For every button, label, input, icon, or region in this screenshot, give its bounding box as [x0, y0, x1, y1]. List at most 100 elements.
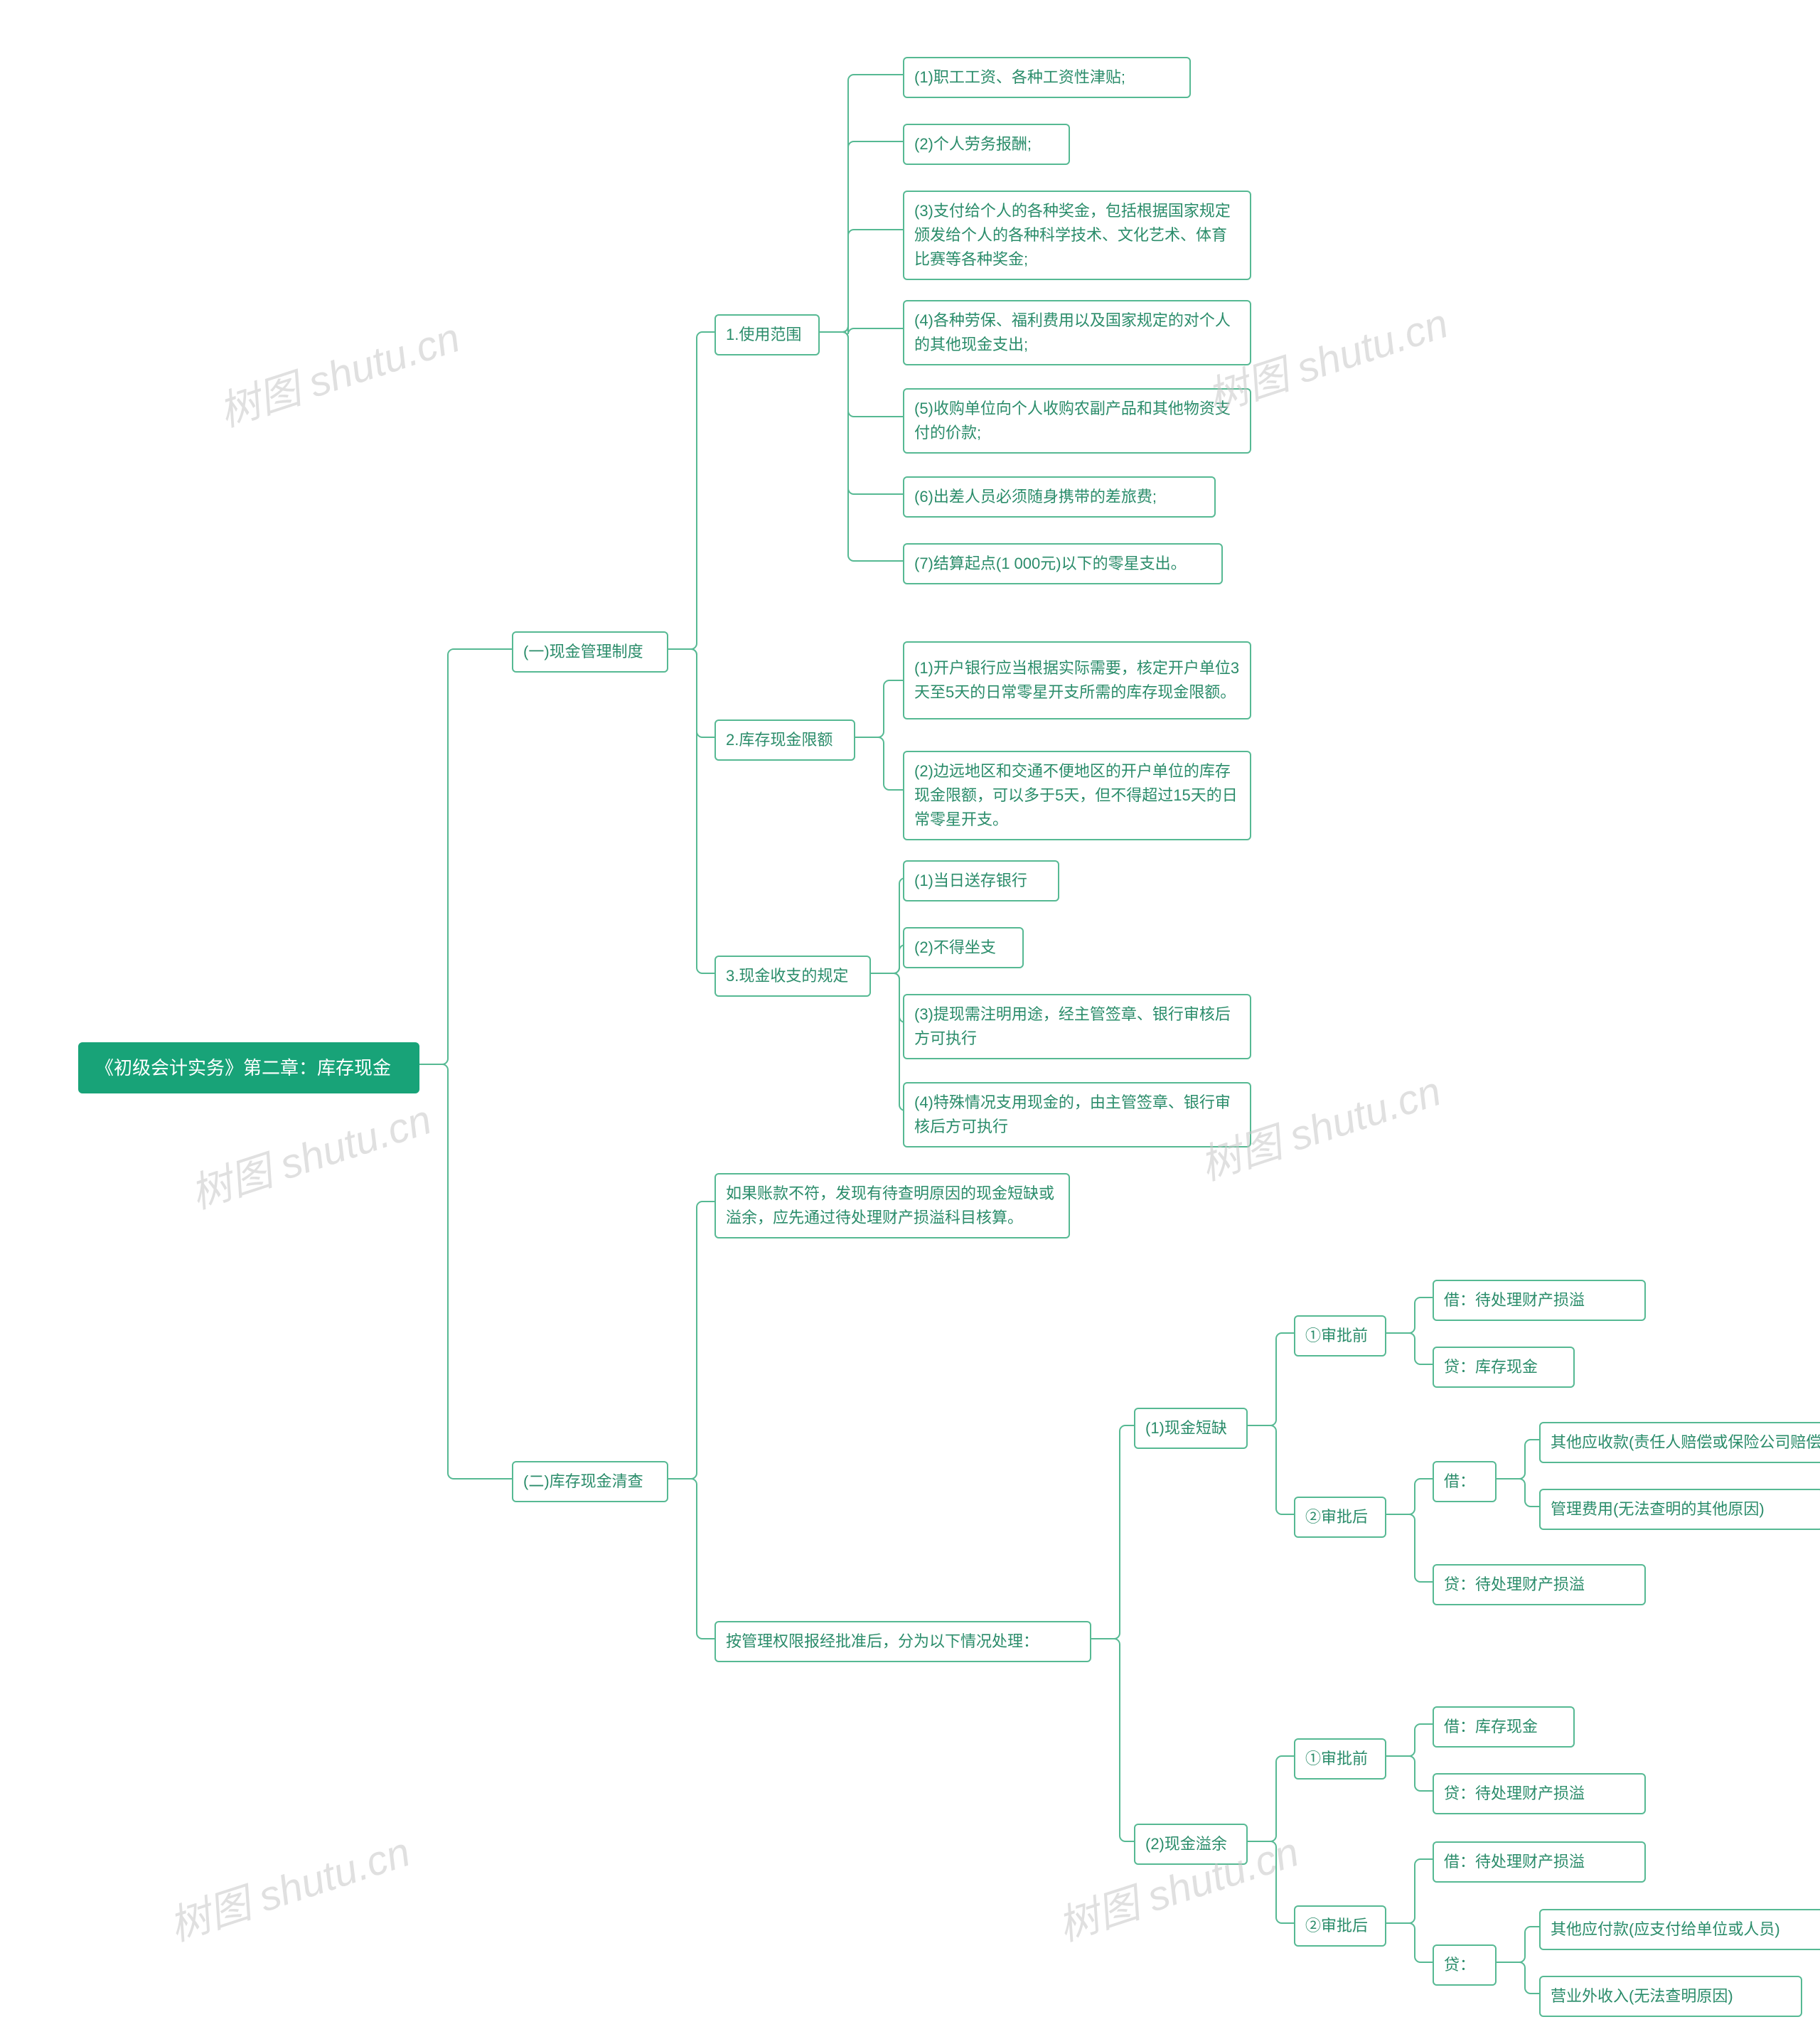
connector: [820, 332, 903, 494]
node-label: (1)现金短缺: [1145, 1416, 1227, 1440]
connector: [1248, 1333, 1294, 1425]
connector: [871, 878, 905, 973]
connector: [820, 75, 903, 332]
node-label: 其他应收款(责任人赔偿或保险公司赔偿): [1551, 1430, 1820, 1455]
connector: [820, 332, 903, 417]
connector: [1386, 1724, 1433, 1756]
connector: [855, 680, 903, 737]
node-label: 《初级会计实务》第二章：库存现金: [95, 1054, 391, 1082]
connector: [1497, 1927, 1539, 1962]
node-label: 借：待处理财产损溢: [1444, 1288, 1585, 1312]
mindmap-node: 1.使用范围: [714, 314, 820, 355]
connector: [1386, 1297, 1433, 1333]
connector: [1248, 1756, 1294, 1841]
mindmap-node: (4)各种劳保、福利费用以及国家规定的对个人的其他现金支出;: [903, 300, 1251, 365]
mindmap-node: (1)职工工资、各种工资性津贴;: [903, 57, 1191, 98]
node-label: 借：: [1444, 1470, 1475, 1494]
node-label: (4)特殊情况支用现金的，由主管签章、银行审核后方可执行: [914, 1091, 1240, 1139]
node-label: 1.使用范围: [726, 323, 801, 347]
mindmap-node: 借：待处理财产损溢: [1433, 1841, 1646, 1883]
node-label: 贷：待处理财产损溢: [1444, 1782, 1585, 1806]
node-label: (2)不得坐支: [914, 936, 996, 960]
mindmap-node: (2)个人劳务报酬;: [903, 124, 1070, 165]
node-label: (一)现金管理制度: [523, 640, 643, 664]
mindmap-node: (5)收购单位向个人收购农副产品和其他物资支付的价款;: [903, 388, 1251, 454]
mindmap-node: 《初级会计实务》第二章：库存现金: [78, 1042, 419, 1093]
node-label: (二)库存现金清查: [523, 1470, 643, 1494]
node-label: ①审批前: [1305, 1324, 1368, 1348]
mindmap-node: 管理费用(无法查明的其他原因): [1539, 1489, 1820, 1530]
node-label: (5)收购单位向个人收购农副产品和其他物资支付的价款;: [914, 397, 1240, 445]
node-label: (2)边远地区和交通不便地区的开户单位的库存现金限额，可以多于5天，但不得超过1…: [914, 759, 1240, 832]
watermark: 树图 shutu.cn: [210, 304, 466, 438]
node-label: 2.库存现金限额: [726, 728, 833, 752]
connector: [871, 945, 905, 973]
connector: [820, 332, 903, 561]
connector: [1386, 1333, 1433, 1364]
mindmap-node: (3)支付给个人的各种奖金，包括根据国家规定颁发给个人的各种科学技术、文化艺术、…: [903, 191, 1251, 280]
node-label: (2)个人劳务报酬;: [914, 132, 1032, 156]
node-label: (7)结算起点(1 000元)以下的零星支出。: [914, 552, 1187, 576]
node-label: 其他应付款(应支付给单位或人员): [1551, 1917, 1780, 1942]
watermark: 树图 shutu.cn: [161, 1819, 417, 1952]
mindmap-node: (2)现金溢余: [1134, 1824, 1248, 1865]
node-label: 贷：: [1444, 1953, 1475, 1977]
mindmap-node: 借：: [1433, 1461, 1497, 1502]
mindmap-node: ②审批后: [1294, 1905, 1386, 1947]
connector: [1386, 1479, 1433, 1514]
connector: [668, 1479, 714, 1639]
node-label: 营业外收入(无法查明原因): [1551, 1984, 1733, 2008]
node-label: 3.现金收支的规定: [726, 964, 848, 988]
connector: [1248, 1425, 1294, 1514]
node-label: 按管理权限报经批准后，分为以下情况处理：: [726, 1630, 1039, 1654]
node-label: (2)现金溢余: [1145, 1832, 1227, 1856]
node-label: 如果账款不符，发现有待查明原因的现金短缺或溢余，应先通过待处理财产损溢科目核算。: [726, 1182, 1059, 1230]
mindmap-node: ①审批前: [1294, 1738, 1386, 1780]
mindmap-node: 贷：待处理财产损溢: [1433, 1564, 1646, 1605]
node-label: 借：待处理财产损溢: [1444, 1850, 1585, 1874]
node-label: (1)开户银行应当根据实际需要，核定开户单位3天至5天的日常零星开支所需的库存现…: [914, 656, 1240, 705]
node-label: ②审批后: [1305, 1914, 1368, 1938]
connector: [1497, 1962, 1539, 1994]
node-label: (4)各种劳保、福利费用以及国家规定的对个人的其他现金支出;: [914, 309, 1240, 357]
mindmap-node: (二)库存现金清查: [512, 1461, 668, 1502]
connector: [419, 1064, 512, 1479]
mindmap-node: 按管理权限报经批准后，分为以下情况处理：: [714, 1621, 1091, 1662]
mindmap-node: (2)边远地区和交通不便地区的开户单位的库存现金限额，可以多于5天，但不得超过1…: [903, 751, 1251, 840]
mindmap-node: 借：待处理财产损溢: [1433, 1280, 1646, 1321]
node-label: ②审批后: [1305, 1505, 1368, 1529]
connector: [1091, 1639, 1134, 1841]
connector: [1497, 1479, 1539, 1507]
node-label: 贷：待处理财产损溢: [1444, 1573, 1585, 1597]
connector: [820, 326, 903, 334]
connector: [668, 649, 714, 737]
connector: [1386, 1923, 1433, 1962]
mindmap-node: 如果账款不符，发现有待查明原因的现金短缺或溢余，应先通过待处理财产损溢科目核算。: [714, 1173, 1070, 1238]
connector: [1386, 1859, 1433, 1923]
mindmap-node: (3)提现需注明用途，经主管签章、银行审核后方可执行: [903, 994, 1251, 1059]
connector: [419, 649, 512, 1064]
mindmap-node: 贷：: [1433, 1944, 1497, 1986]
mindmap-node: 营业外收入(无法查明原因): [1539, 1976, 1802, 2017]
connector: [668, 649, 714, 973]
mindmap-node: (4)特殊情况支用现金的，由主管签章、银行审核后方可执行: [903, 1082, 1251, 1147]
node-label: 管理费用(无法查明的其他原因): [1551, 1497, 1765, 1521]
mindmap-node: (1)当日送存银行: [903, 860, 1059, 901]
connector: [871, 973, 905, 1111]
node-label: (3)提现需注明用途，经主管签章、银行审核后方可执行: [914, 1002, 1240, 1051]
mindmap-node: (7)结算起点(1 000元)以下的零星支出。: [903, 543, 1223, 584]
mindmap-node: 3.现金收支的规定: [714, 956, 871, 997]
mindmap-node: 其他应付款(应支付给单位或人员): [1539, 1909, 1820, 1950]
node-label: (1)当日送存银行: [914, 869, 1027, 893]
connector: [855, 737, 903, 790]
node-label: 借：库存现金: [1444, 1715, 1538, 1739]
mindmap-node: (一)现金管理制度: [512, 631, 668, 673]
watermark: 树图 shutu.cn: [182, 1086, 438, 1220]
mindmap-node: ②审批后: [1294, 1497, 1386, 1538]
connector: [871, 973, 905, 1022]
connector: [820, 141, 903, 332]
connector: [668, 332, 714, 649]
node-label: 贷：库存现金: [1444, 1355, 1538, 1379]
mindmap-node: 贷：待处理财产损溢: [1433, 1773, 1646, 1814]
node-label: (1)职工工资、各种工资性津贴;: [914, 65, 1125, 90]
